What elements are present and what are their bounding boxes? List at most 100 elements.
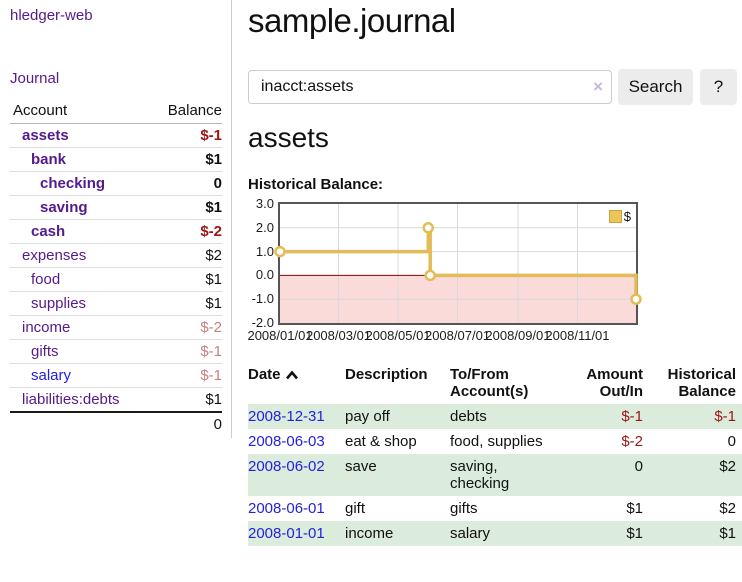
account-heading: assets (248, 122, 329, 153)
transactions-panel: Date Description To/From Account(s) Amou… (248, 362, 742, 546)
account-link-food[interactable]: food (31, 271, 61, 288)
chart-plot-area: $ (274, 202, 642, 325)
transaction-accounts: debts (450, 408, 487, 425)
transaction-balance: $-1 (714, 408, 736, 425)
accounts-header-balance: Balance (149, 99, 222, 124)
historical-balance-chart: $ 3.0 2.0 1.0 0.0 -1.0 -2.0 2008/01/01 2008/03/… (247, 196, 742, 347)
transaction-row: 2008-06-03 eat & shop food, supplies $-2 0 (248, 429, 742, 454)
data-point-marker (422, 222, 435, 234)
transaction-amount: $1 (626, 500, 643, 517)
account-link-liabilities-debts[interactable]: liabilities:debts (22, 391, 120, 408)
y-axis-tick-label: 2.0 (255, 219, 274, 235)
account-balance: 0 (149, 171, 222, 196)
transaction-date-link[interactable]: 2008-06-01 (248, 500, 325, 517)
search-input[interactable] (248, 70, 612, 104)
account-link-bank[interactable]: bank (31, 151, 67, 168)
main-content: sample.journal × Search ? assets Histori… (247, 0, 742, 582)
account-balance: $1 (149, 267, 222, 292)
account-balance: $1 (149, 195, 222, 220)
transaction-accounts: gifts (450, 500, 478, 517)
txn-header-balance: Historical Balance (667, 366, 736, 400)
chart-title: Historical Balance: (248, 176, 384, 193)
accounts-total-value: 0 (149, 411, 222, 436)
transaction-date-link[interactable]: 2008-01-01 (248, 525, 325, 542)
data-point-marker (424, 269, 436, 282)
account-row: income $-2 (10, 315, 222, 340)
txn-header-description: Description (345, 366, 428, 383)
transaction-date-link[interactable]: 2008-12-31 (248, 408, 325, 425)
account-link-income[interactable]: income (22, 319, 71, 336)
account-link-cash[interactable]: cash (31, 223, 66, 240)
x-axis-tick-label: 2008/03/01 (305, 328, 372, 343)
y-axis-tick-label: -2.0 (251, 315, 274, 330)
sidebar: hledger-web Journal Account Balance asse… (0, 0, 232, 438)
transaction-amount: $-1 (621, 408, 643, 425)
transaction-row: 2008-12-31 pay off debts $-1 $-1 (248, 404, 742, 429)
x-axis-tick-label: 2008/07/01 (424, 328, 491, 343)
account-row: gifts $-1 (10, 339, 222, 364)
account-row: expenses $2 (10, 243, 222, 268)
account-link-checking[interactable]: checking (40, 175, 106, 192)
transaction-balance: $2 (719, 500, 736, 517)
account-row: saving $1 (10, 195, 222, 220)
y-axis-tick-label: 3.0 (255, 196, 274, 211)
account-balance: $1 (149, 387, 222, 412)
legend-swatch-icon (608, 210, 622, 223)
page-title: sample.journal (248, 2, 456, 39)
chart-canvas (274, 204, 642, 323)
search-button[interactable]: Search (618, 69, 693, 105)
transaction-date-link[interactable]: 2008-06-02 (248, 458, 325, 475)
transaction-description: eat & shop (345, 433, 417, 450)
account-row: checking 0 (10, 171, 222, 196)
y-axis-tick-label: 0.0 (255, 267, 274, 283)
txn-header-amount: Amount Out/In (586, 366, 643, 400)
transaction-row: 2008-01-01 income salary $1 $1 (248, 521, 742, 546)
accounts-table: Account Balance assets $-1 bank $1 checking 0… (10, 99, 222, 436)
account-link-salary[interactable]: salary (31, 367, 72, 384)
x-axis-tick-label: 2008/11/01 (545, 328, 610, 343)
x-axis-tick-label: 2008/09/01 (485, 328, 551, 343)
account-row: food $1 (10, 267, 222, 292)
app-brand-link[interactable]: hledger-web (10, 7, 93, 24)
account-link-gifts[interactable]: gifts (31, 343, 59, 360)
transaction-date-link[interactable]: 2008-06-03 (248, 433, 325, 450)
legend-label: $ (623, 209, 631, 224)
account-balance: $1 (149, 291, 222, 316)
account-link-saving[interactable]: saving (40, 199, 88, 216)
account-balance: $-1 (149, 339, 222, 364)
search-bar: × Search ? (248, 69, 742, 105)
sidebar-item-journal[interactable]: Journal (10, 70, 60, 87)
x-axis-tick-label: 2008/05/01 (365, 328, 431, 343)
account-balance: $-2 (149, 219, 222, 244)
transaction-description: save (345, 458, 377, 475)
txn-header-accounts: To/From Account(s) (450, 366, 529, 400)
transaction-description: pay off (345, 408, 390, 425)
transactions-table: Date Description To/From Account(s) Amou… (248, 362, 742, 546)
y-axis-tick-label: -1.0 (251, 291, 274, 307)
transaction-balance: $1 (719, 525, 736, 542)
transaction-balance: 0 (727, 433, 736, 450)
account-balance: $-1 (200, 127, 222, 144)
txn-header-date[interactable]: Date (248, 362, 345, 404)
accounts-total-row: 0 (10, 411, 222, 436)
account-link-assets[interactable]: assets (22, 127, 69, 144)
help-button[interactable]: ? (700, 69, 737, 105)
data-point-marker (274, 245, 286, 258)
account-balance: $1 (149, 147, 222, 172)
transaction-description: income (345, 525, 394, 542)
x-axis-tick-label: 2008/01/01 (247, 328, 313, 343)
account-row: assets $-1 (10, 124, 222, 148)
transaction-row: 2008-06-01 gift gifts $1 $2 (248, 496, 742, 521)
account-link-expenses[interactable]: expenses (22, 247, 87, 264)
account-row: cash $-2 (10, 219, 222, 244)
account-link-supplies[interactable]: supplies (31, 295, 87, 312)
data-point-marker (630, 293, 642, 305)
transaction-description: gift (345, 500, 366, 517)
transaction-accounts: salary (450, 525, 491, 542)
account-row: bank $1 (10, 147, 222, 172)
transaction-row: 2008-06-02 save saving, checking 0 $2 (248, 454, 742, 496)
transaction-amount: $1 (626, 525, 643, 542)
clear-search-icon[interactable]: × (593, 77, 603, 96)
account-balance: $2 (149, 243, 222, 268)
y-axis-tick-label: 1.0 (255, 243, 274, 259)
